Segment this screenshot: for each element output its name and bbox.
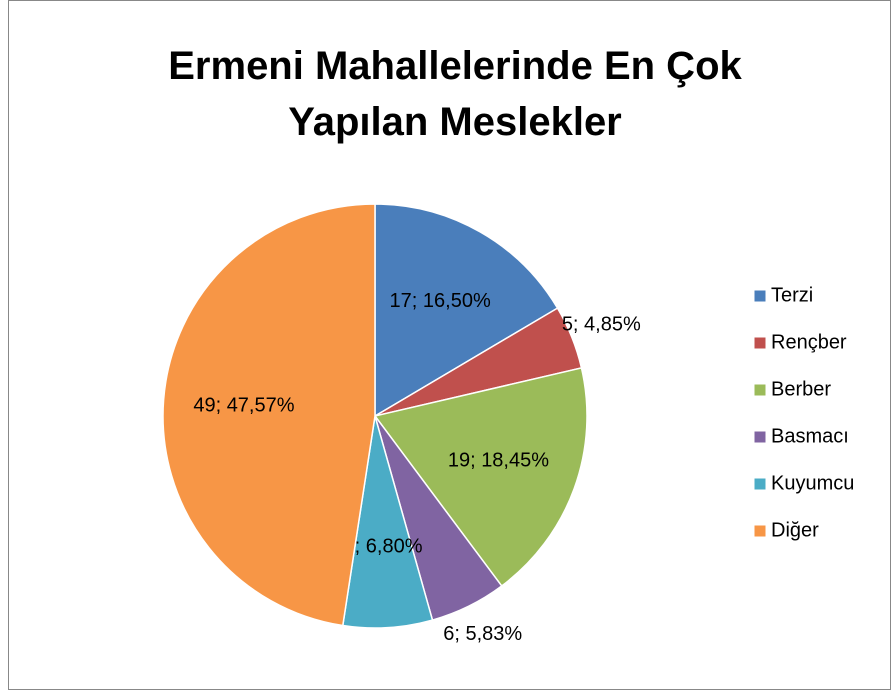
legend-label: Berber: [771, 378, 831, 400]
chart-title: Ermeni Mahallelerinde En Çok Yapılan Mes…: [168, 44, 742, 144]
data-label: 19; 18,45%: [448, 449, 549, 471]
legend-swatch: [753, 477, 767, 491]
legend-label: Kuyumcu: [771, 472, 854, 494]
legend-label: Diğer: [771, 519, 819, 541]
legend-swatch: [753, 524, 767, 538]
legend-label: Basmacı: [771, 425, 849, 447]
data-label: 17; 16,50%: [390, 290, 491, 312]
pie-slice: [374, 203, 559, 418]
pie-slice: [162, 203, 376, 627]
pie-slice: [373, 367, 588, 588]
data-label: 6; 5,83%: [443, 623, 522, 645]
data-label: 49; 47,57%: [193, 394, 294, 416]
legend-swatch: [753, 430, 767, 444]
data-label: 7; 6,80%: [344, 535, 423, 557]
data-label: 5; 4,85%: [562, 314, 641, 336]
legend-swatch: [753, 289, 767, 303]
legend-swatch: [753, 336, 767, 350]
legend-label: Rençber: [771, 331, 847, 353]
legend-swatch: [753, 383, 767, 397]
legend-label: Terzi: [771, 284, 813, 306]
